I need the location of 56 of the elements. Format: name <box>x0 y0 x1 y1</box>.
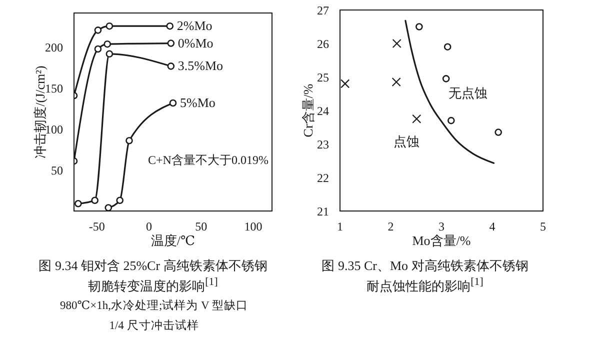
text: 图 9.35 Cr、Mo 对高纯铁素体不锈钢耐点蚀性能的影响$^{[1]}$ <box>320 257 530 294</box>
point <box>106 22 114 30</box>
series-label: 0%Mo <box>178 35 214 50</box>
x-tick-label: 4 <box>489 220 496 234</box>
x-tick-label: 50 <box>195 220 208 234</box>
x-tick-label: 3 <box>438 220 444 234</box>
y-tick-label: 200 <box>45 40 63 55</box>
series-label: 点蚀 <box>394 134 420 149</box>
x-axis-title: 温度/℃ <box>150 233 196 248</box>
point <box>392 77 401 87</box>
x-tick-label: 100 <box>244 220 262 234</box>
y-axis-title: Cr含量/% <box>300 84 316 138</box>
point <box>392 38 402 48</box>
series-label: 3.5%Mo <box>178 58 224 74</box>
x-tick-label: 0 <box>146 220 152 234</box>
y-tick-label: 22 <box>317 170 329 185</box>
point <box>116 196 124 204</box>
x-tick-label: 1 <box>337 220 343 234</box>
y-tick-label: 23 <box>317 137 329 152</box>
text: 图 9.34 钼对含 25%Cr 高纯铁素体不锈钢韧脆转变温度的影响$^{[1]}$ <box>38 257 268 294</box>
point <box>94 26 102 34</box>
x-axis-title: Mo含量/% <box>412 233 471 248</box>
y-tick-label: 24 <box>317 104 329 118</box>
point <box>416 23 423 30</box>
x-tick-label: 2 <box>388 220 394 234</box>
point <box>166 22 174 30</box>
point <box>167 40 175 47</box>
y-tick-label: 27 <box>317 3 329 18</box>
y-tick-label: 26 <box>317 36 329 51</box>
point <box>442 75 450 82</box>
point <box>74 200 82 208</box>
series-label: 无点蚀 <box>448 86 488 101</box>
point <box>104 40 111 48</box>
point <box>126 136 133 144</box>
x-tick-label: -50 <box>88 220 105 234</box>
point <box>94 45 102 53</box>
point <box>447 116 455 124</box>
annotation: C+N含量不大于0.019% <box>148 152 270 169</box>
y-tick-label: 100 <box>45 122 63 136</box>
point <box>167 62 175 70</box>
series-label: 2%Mo <box>176 18 212 34</box>
series-label: 5%Mo <box>180 95 216 110</box>
text: 980℃×1h,水冷处理;试样为 V 型缺口 1/4 尺寸冲击试样 <box>58 298 250 334</box>
point <box>444 43 452 50</box>
y-tick-label: 21 <box>317 204 329 218</box>
point <box>412 114 422 124</box>
y-tick-label: 25 <box>317 70 329 84</box>
point <box>91 196 98 204</box>
point <box>340 79 350 88</box>
point <box>169 99 177 107</box>
point <box>104 204 112 211</box>
y-tick-label: 50 <box>51 163 63 178</box>
point <box>106 50 114 58</box>
x-tick-label: 5 <box>540 220 546 234</box>
y-tick-label: 150 <box>45 82 63 96</box>
point <box>494 128 502 136</box>
